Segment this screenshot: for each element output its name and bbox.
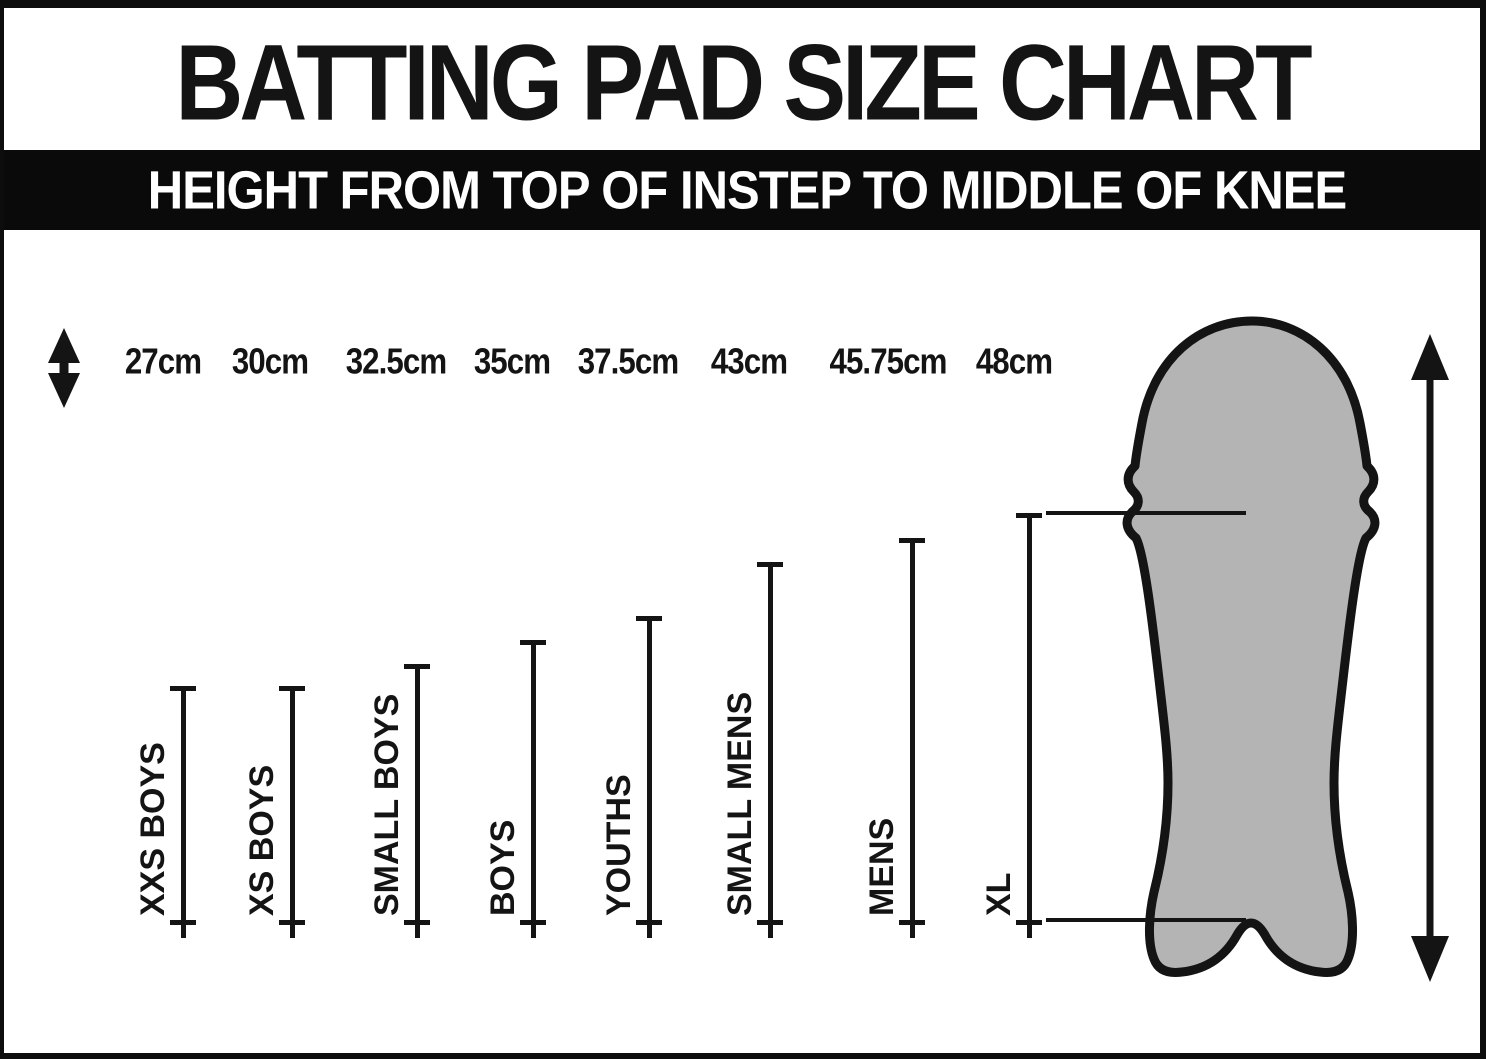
dimension-line-xs-boys (279, 686, 305, 938)
value-label-37-5cm: 37.5cm (577, 342, 680, 382)
value-label-27cm: 27cm (124, 342, 202, 382)
value-label-48cm: 48cm (975, 342, 1053, 382)
subtitle-banner: HEIGHT FROM TOP OF INSTEP TO MIDDLE OF K… (4, 150, 1480, 230)
batting-pad-icon (1122, 316, 1380, 977)
pad-range-arrow-icon (1411, 334, 1449, 982)
value-label-35cm: 35cm (473, 342, 551, 382)
value-label-45-75cm: 45.75cm (829, 342, 947, 382)
chart-title: BATTING PAD SIZE CHART (175, 23, 1312, 143)
value-label-30cm: 30cm (231, 342, 309, 382)
dimension-line-mens (899, 538, 925, 938)
value-label-32-5cm: 32.5cm (345, 342, 448, 382)
subtitle-text: HEIGHT FROM TOP OF INSTEP TO MIDDLE OF K… (147, 159, 1347, 221)
dimension-line-small-boys (404, 664, 430, 938)
value-label-43cm: 43cm (710, 342, 788, 382)
dimension-line-boys (520, 640, 546, 938)
dimension-line-xl (1016, 513, 1042, 938)
illustration-layer (48, 316, 1449, 982)
dimension-line-xxs-boys (170, 686, 196, 938)
left-range-arrow-icon (48, 328, 80, 408)
dimension-line-small-mens (757, 562, 783, 938)
dimension-line-youths (636, 616, 662, 938)
